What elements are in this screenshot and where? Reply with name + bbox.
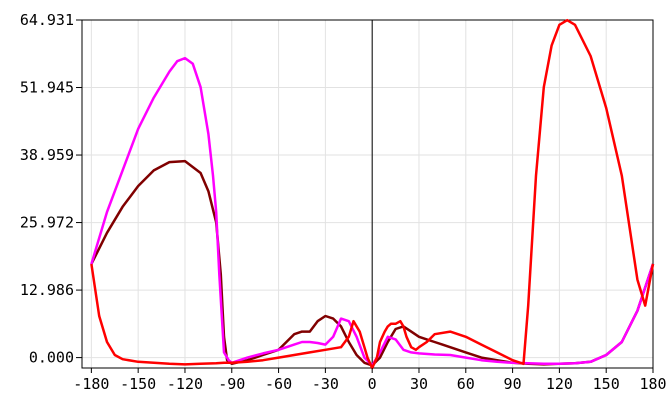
x-tick-label: 0 [368,375,377,393]
x-tick-label: -120 [167,375,203,393]
x-tick-label: 60 [457,375,475,393]
plot-series [90,18,655,370]
x-tick-label: -180 [73,375,109,393]
x-tick-label: 90 [504,375,522,393]
x-tick-label: -30 [312,375,339,393]
x-tick-label: 30 [410,375,428,393]
x-tick-label: -90 [218,375,245,393]
y-tick-label: 64.931 [20,11,74,29]
plot-frame [81,19,654,369]
series-line-3 [90,18,655,370]
y-tick-label: 0.000 [29,349,74,367]
x-tick-label: 120 [546,375,573,393]
x-tick-label: -60 [265,375,292,393]
x-tick-label: 150 [593,375,620,393]
y-tick-label: 38.959 [20,146,74,164]
y-tick-label: 12.986 [20,281,74,299]
y-tick-label: 51.945 [20,79,74,97]
y-tick-label: 25.972 [20,214,74,232]
x-tick-label: -150 [120,375,156,393]
axes [81,19,654,369]
y-tick-labels: 0.000 12.986 25.972 38.959 51.945 64.931 [20,11,82,367]
x-tick-labels: -180 -150 -120 -90 -60 -30 0 30 60 90 120 150 180 [73,368,667,393]
x-tick-label: 180 [639,375,666,393]
